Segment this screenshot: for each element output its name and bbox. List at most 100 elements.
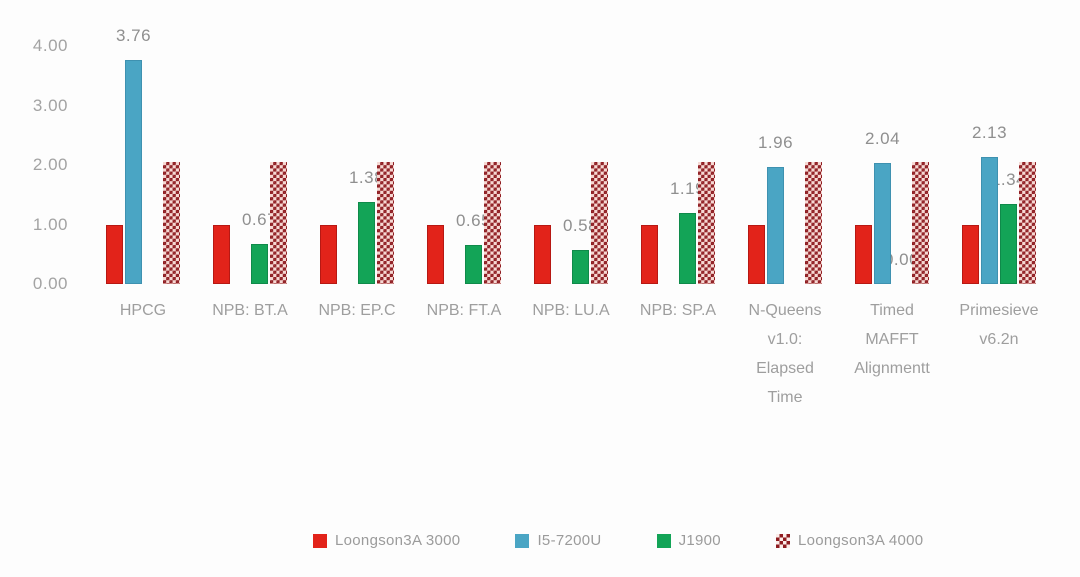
legend-item-i5-7200u: I5-7200U [515,532,601,549]
bar-group-npb-lu-a: 0.58 [534,46,608,284]
legend-swatch-loongson3a-4000 [775,533,790,548]
x-label-npb-lu-a: NPB: LU.A [532,302,610,319]
bar-loongson3a-4000-primesieve-v6-2n [1019,162,1036,284]
slot-i5-7200u: 2.13 [972,46,1007,284]
slot-i5-7200u: 1.96 [758,46,793,284]
bar-loongson3a-4000-npb-sp-a [698,162,715,284]
data-label-i5-7200u-n-queens-v1-0-elapsed-time: 1.96 [757,133,794,153]
bar-i5-7200u-hpcg [125,60,142,284]
slot-loongson3a-4000 [698,46,715,284]
x-label-n-queens-v1-0-elapsed-time: N-Queens v1.0: Elapsed Time [748,302,822,406]
slot-j1900: 0.00 [884,46,919,284]
bar-group-npb-ep-c: 1.38 [320,46,394,284]
x-label-npb-ep-c: NPB: EP.C [318,302,396,319]
legend-label-i5-7200u: I5-7200U [537,532,602,549]
data-label-j1900-npb-ep-c: 1.38 [348,167,385,187]
slot-loongson3a-4000 [591,46,608,284]
legend-item-j1900: J1900 [656,532,721,549]
bar-loongson3a-4000-npb-lu-a [591,162,608,284]
x-label-npb-ft-a: NPB: FT.A [426,302,502,319]
slot-i5-7200u [553,46,570,284]
y-tick-4: 4.00 [32,36,68,55]
slot-i5-7200u [660,46,677,284]
slot-loongson3a-4000 [270,46,287,284]
slot-j1900: 0.58 [563,46,598,284]
slot-loongson3a-3000 [106,46,123,284]
slot-j1900: 0.65 [456,46,491,284]
legend-label-loongson3a-4000: Loongson3A 4000 [797,532,924,549]
bar-j1900-npb-lu-a [572,249,589,284]
bar-loongson3a-3000-npb-ft-a [427,224,444,284]
bar-group-primesieve-v6-2n: 2.13 1.34 [962,46,1036,284]
x-label-primesieve-v6-2n: Primesieve v6.2n [959,302,1039,348]
slot-loongson3a-4000 [377,46,394,284]
data-label-j1900-npb-sp-a: 1.19 [669,179,706,199]
bar-group-npb-ft-a: 0.65 [427,46,501,284]
bar-loongson3a-4000-npb-ft-a [484,162,501,284]
bar-group-npb-bt-a: 0.67 [213,46,287,284]
legend-label-j1900: J1900 [678,532,721,549]
slot-loongson3a-3000 [534,46,551,284]
bar-loongson3a-3000-npb-bt-a [213,224,230,284]
slot-loongson3a-4000 [805,46,822,284]
bar-loongson3a-3000-primesieve-v6-2n [962,224,979,284]
data-label-j1900-npb-lu-a: 0.58 [562,215,599,235]
slot-j1900 [786,46,803,284]
y-tick-1: 1.00 [32,214,68,234]
bar-loongson3a-3000-npb-sp-a [641,224,658,284]
bar-loongson3a-3000-npb-lu-a [534,224,551,284]
bar-loongson3a-3000-npb-ep-c [320,224,337,284]
bar-loongson3a-3000-hpcg [106,224,123,284]
slot-loongson3a-3000 [320,46,337,284]
bar-loongson3a-3000-timed-mafft-alignmentt [855,224,872,284]
bar-i5-7200u-primesieve-v6-2n [981,157,998,284]
legend-label-loongson3a-3000: Loongson3A 3000 [335,532,461,549]
slot-loongson3a-4000 [912,46,929,284]
data-label-i5-7200u-hpcg: 3.76 [115,26,152,46]
slot-loongson3a-3000 [641,46,658,284]
data-label-j1900-npb-ft-a: 0.65 [455,211,492,231]
bar-group-n-queens-v1-0-elapsed-time: 1.96 [748,46,822,284]
bar-j1900-npb-sp-a [679,213,696,284]
bar-i5-7200u-timed-mafft-alignmentt [874,162,891,284]
y-tick-2: 2.00 [32,155,68,174]
x-label-npb-bt-a: NPB: BT.A [212,302,288,319]
slot-j1900: 1.19 [670,46,705,284]
bar-loongson3a-4000-npb-bt-a [270,162,287,284]
slot-loongson3a-3000 [855,46,872,284]
bar-j1900-npb-bt-a [251,244,268,284]
legend: Loongson3A 3000 I5-7200U J1900 Loongson3A 4… [313,532,923,549]
legend-swatch-i5-7200u [515,533,530,548]
legend-swatch-loongson3a-3000 [313,533,327,548]
slot-loongson3a-3000 [427,46,444,284]
bar-j1900-npb-ep-c [358,201,375,284]
bar-loongson3a-4000-timed-mafft-alignmentt [912,162,929,284]
bar-loongson3a-4000-npb-ep-c [377,162,394,284]
x-label-npb-sp-a: NPB: SP.A [639,302,717,319]
slot-loongson3a-4000 [484,46,501,284]
data-label-j1900-npb-bt-a: 0.67 [241,210,278,230]
y-tick-3: 3.00 [32,95,68,115]
data-label-j1900-primesieve-v6-2n: 1.34 [990,170,1027,190]
slot-j1900 [144,46,161,284]
bar-loongson3a-4000-n-queens-v1-0-elapsed-time [805,162,822,284]
slot-loongson3a-3000 [748,46,765,284]
bar-j1900-npb-ft-a [465,245,482,284]
slot-j1900: 1.34 [991,46,1026,284]
legend-item-loongson3a-3000: Loongson3A 3000 [313,532,460,549]
slot-loongson3a-4000 [1019,46,1036,284]
slot-i5-7200u: 3.76 [116,26,151,284]
legend-swatch-j1900 [656,533,671,548]
bar-j1900-primesieve-v6-2n [1000,204,1017,284]
slot-i5-7200u [446,46,463,284]
slot-j1900: 1.38 [349,46,384,284]
slot-loongson3a-3000 [962,46,979,284]
slot-i5-7200u [339,46,356,284]
y-tick-0: 0.00 [32,274,68,293]
data-label-j1900-timed-mafft-alignmentt: 0.00 [883,250,920,269]
bar-group-timed-mafft-alignmentt: 2.04 0.00 [855,46,929,284]
data-label-i5-7200u-timed-mafft-alignmentt: 2.04 [864,128,901,148]
data-label-i5-7200u-primesieve-v6-2n: 2.13 [971,123,1008,143]
bar-i5-7200u-n-queens-v1-0-elapsed-time [767,167,784,284]
